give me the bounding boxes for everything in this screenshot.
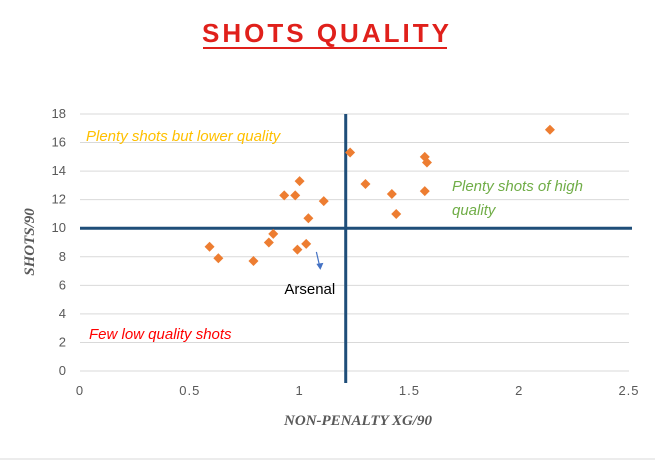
data-point-1 [213,253,224,264]
y-tick-label: 0 [59,363,66,378]
y-tick-label: 12 [52,192,66,207]
x-tick-label: 1.5 [399,383,420,398]
y-tick-label: 10 [52,220,66,235]
data-point-19 [544,124,555,135]
data-point-9 [301,238,312,249]
x-tick-label: 0.5 [179,383,200,398]
arsenal-annotation: Arsenal [284,251,335,298]
data-point-18 [419,186,430,197]
data-point-14 [386,188,397,199]
data-point-15 [391,208,402,219]
x-tick-label: 1 [295,383,303,398]
quadrant-label-bottom-left: Few low quality shots [89,326,232,343]
chart-title: SHOTS QUALITY [202,18,452,48]
data-point-8 [292,244,303,255]
x-tick-label: 2 [515,383,523,398]
y-axis-label: SHOTS/90 [22,208,38,276]
quadrant-label-top-right-line1: Plenty shots of high [452,178,583,195]
x-tick-label: 0 [76,383,84,398]
data-point-5 [279,190,290,201]
x-axis-ticks: 0 0.5 1 1.5 2 2.5 [76,383,639,398]
x-tick-label: 2.5 [618,383,639,398]
data-point-4 [268,228,279,239]
y-tick-label: 6 [59,277,66,292]
data-point-2 [248,256,259,267]
data-point-17 [421,157,432,168]
quadrant-label-top-left: Plenty shots but lower quality [86,128,282,145]
y-tick-label: 4 [59,306,66,321]
data-point-0 [204,241,215,252]
y-tick-label: 2 [59,334,66,349]
data-point-13 [360,178,371,189]
data-point-6 [290,190,301,201]
quadrant-label-top-right-line2: quality [452,202,497,219]
annotation-label: Arsenal [284,281,335,298]
annotation-arrow-head [316,262,324,270]
y-tick-label: 18 [52,106,66,121]
y-axis-ticks: 0 2 4 6 8 10 12 14 16 18 [52,106,66,378]
data-point-12 [345,147,356,158]
y-tick-label: 14 [52,163,66,178]
y-tick-label: 8 [59,249,66,264]
data-point-11 [318,196,329,207]
x-axis-label: NON-PENALTY XG/90 [283,413,432,429]
annotation-arrow [315,251,320,266]
data-point-10 [303,213,314,224]
data-point-3 [263,237,274,248]
y-tick-label: 16 [52,135,66,150]
data-points [204,124,555,267]
data-point-7 [294,176,305,187]
